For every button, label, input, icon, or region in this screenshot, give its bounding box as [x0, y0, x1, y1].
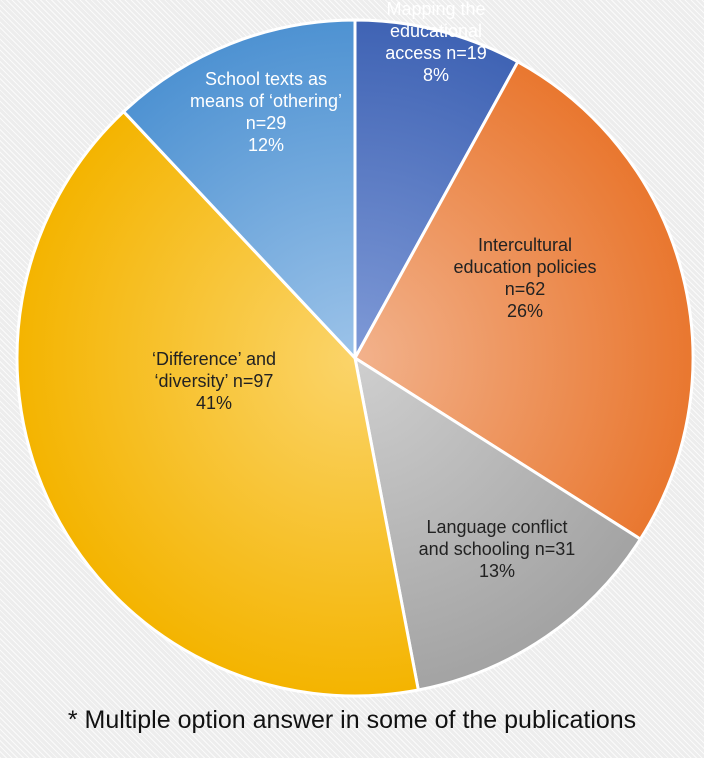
slice-label-school-texts: School texts as means of ‘othering’ n=29 12…: [190, 69, 342, 155]
slice-label-line: n=29: [246, 113, 287, 133]
slice-label-intercultural: Intercultural education policies n=62 26%: [453, 235, 596, 321]
pie-slice-language: [353, 356, 642, 692]
slice-label-line: 41%: [196, 393, 232, 413]
slice-label-line: 13%: [479, 561, 515, 581]
pie-slice-school-texts: [122, 18, 357, 360]
slice-label-line: educational: [390, 21, 482, 41]
slice-label-line: 26%: [507, 301, 543, 321]
slice-label-mapping: Mapping the educational access n=19 8%: [385, 0, 487, 85]
footnote: * Multiple option answer in some of the …: [67, 706, 637, 734]
pie-slice-difference: [15, 110, 420, 698]
slice-label-line: education policies: [453, 257, 596, 277]
slice-label-line: Mapping the: [386, 0, 485, 19]
slice-label-language: Language conflict and schooling n=31 13%: [419, 517, 576, 581]
slice-label-line: 8%: [423, 65, 449, 85]
slice-label-line: ‘diversity’ n=97: [155, 371, 274, 391]
slice-label-line: 12%: [248, 135, 284, 155]
pie-slice-intercultural: [353, 60, 695, 541]
pie-slices: [15, 18, 695, 698]
slice-label-line: and schooling n=31: [419, 539, 576, 559]
slice-label-line: Intercultural: [478, 235, 572, 255]
slice-label-line: access n=19: [385, 43, 487, 63]
pie-labels: Mapping the educational access n=19 8% Inter…: [152, 0, 597, 581]
pie-slice-mapping: [353, 18, 520, 360]
slice-label-line: School texts as: [205, 69, 327, 89]
slice-label-line: means of ‘othering’: [190, 91, 342, 111]
slice-label-line: Language conflict: [426, 517, 567, 537]
slice-label-difference: ‘Difference’ and ‘diversity’ n=97 41%: [152, 349, 276, 413]
slice-label-line: n=62: [505, 279, 546, 299]
slice-label-line: ‘Difference’ and: [152, 349, 276, 369]
